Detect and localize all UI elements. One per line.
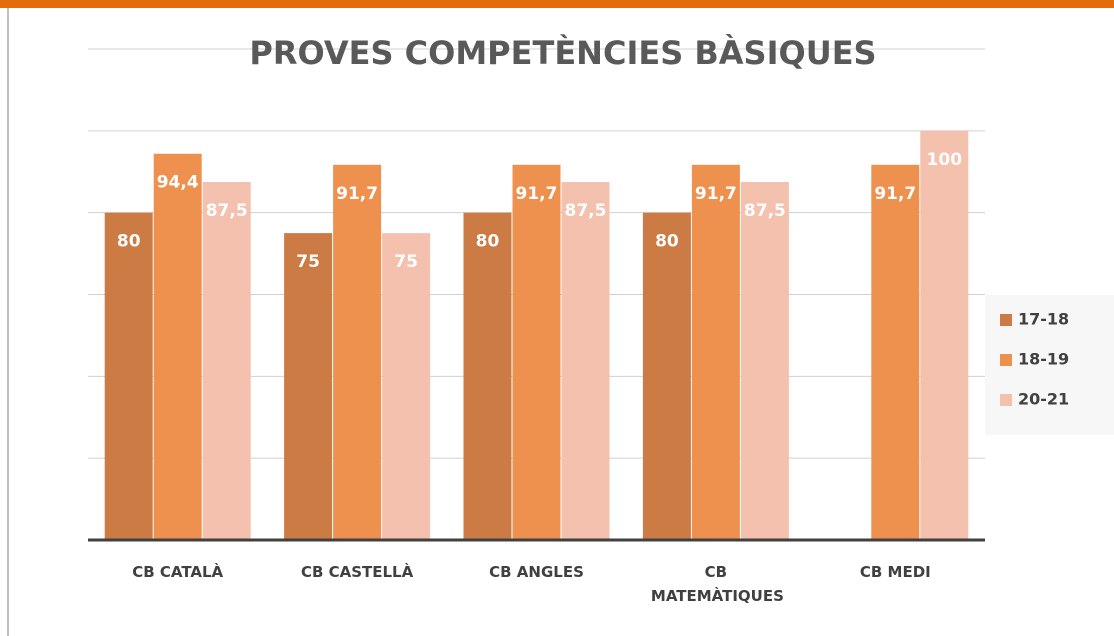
data-label: 91,7 — [695, 184, 737, 204]
data-label: 87,5 — [565, 201, 607, 221]
bar — [920, 130, 969, 541]
data-label: 80 — [655, 232, 679, 252]
bar — [153, 153, 202, 540]
bar — [740, 181, 789, 540]
bar — [382, 233, 431, 540]
data-label: 91,7 — [516, 184, 558, 204]
x-tick-label: CB CATALÀ — [132, 563, 224, 581]
legend-label: 17-18 — [1018, 310, 1069, 329]
data-label: 91,7 — [874, 184, 916, 204]
bar — [512, 164, 561, 540]
chart-title: PROVES COMPETÈNCIES BÀSIQUES — [249, 34, 876, 72]
bar — [202, 181, 251, 540]
data-label: 94,4 — [157, 173, 199, 193]
x-tick-label: CB MATEMÀTIQUES — [650, 563, 784, 605]
bar — [642, 212, 691, 540]
bar — [333, 164, 382, 540]
bar — [561, 181, 610, 540]
data-label: 75 — [394, 252, 418, 272]
bar — [691, 164, 740, 540]
legend-swatch — [1000, 394, 1012, 406]
bar — [104, 212, 153, 540]
data-label: 80 — [476, 232, 500, 252]
data-label: 87,5 — [206, 201, 248, 221]
legend-swatch — [1000, 354, 1012, 366]
data-label: 100 — [927, 150, 963, 170]
data-label: 87,5 — [744, 201, 786, 221]
top-bar — [0, 0, 1114, 8]
bar — [284, 233, 333, 540]
bar — [463, 212, 512, 540]
bar — [871, 164, 920, 540]
data-label: 91,7 — [336, 184, 378, 204]
x-tick-label: CB MEDI — [859, 563, 931, 581]
data-label: 75 — [296, 252, 320, 272]
x-tick-label: CB ANGLES — [489, 563, 584, 581]
data-label: 80 — [117, 232, 141, 252]
legend-label: 18-19 — [1018, 350, 1069, 369]
x-tick-label: CB CASTELLÀ — [300, 563, 414, 581]
legend-label: 20-21 — [1018, 390, 1069, 409]
legend-swatch — [1000, 314, 1012, 326]
